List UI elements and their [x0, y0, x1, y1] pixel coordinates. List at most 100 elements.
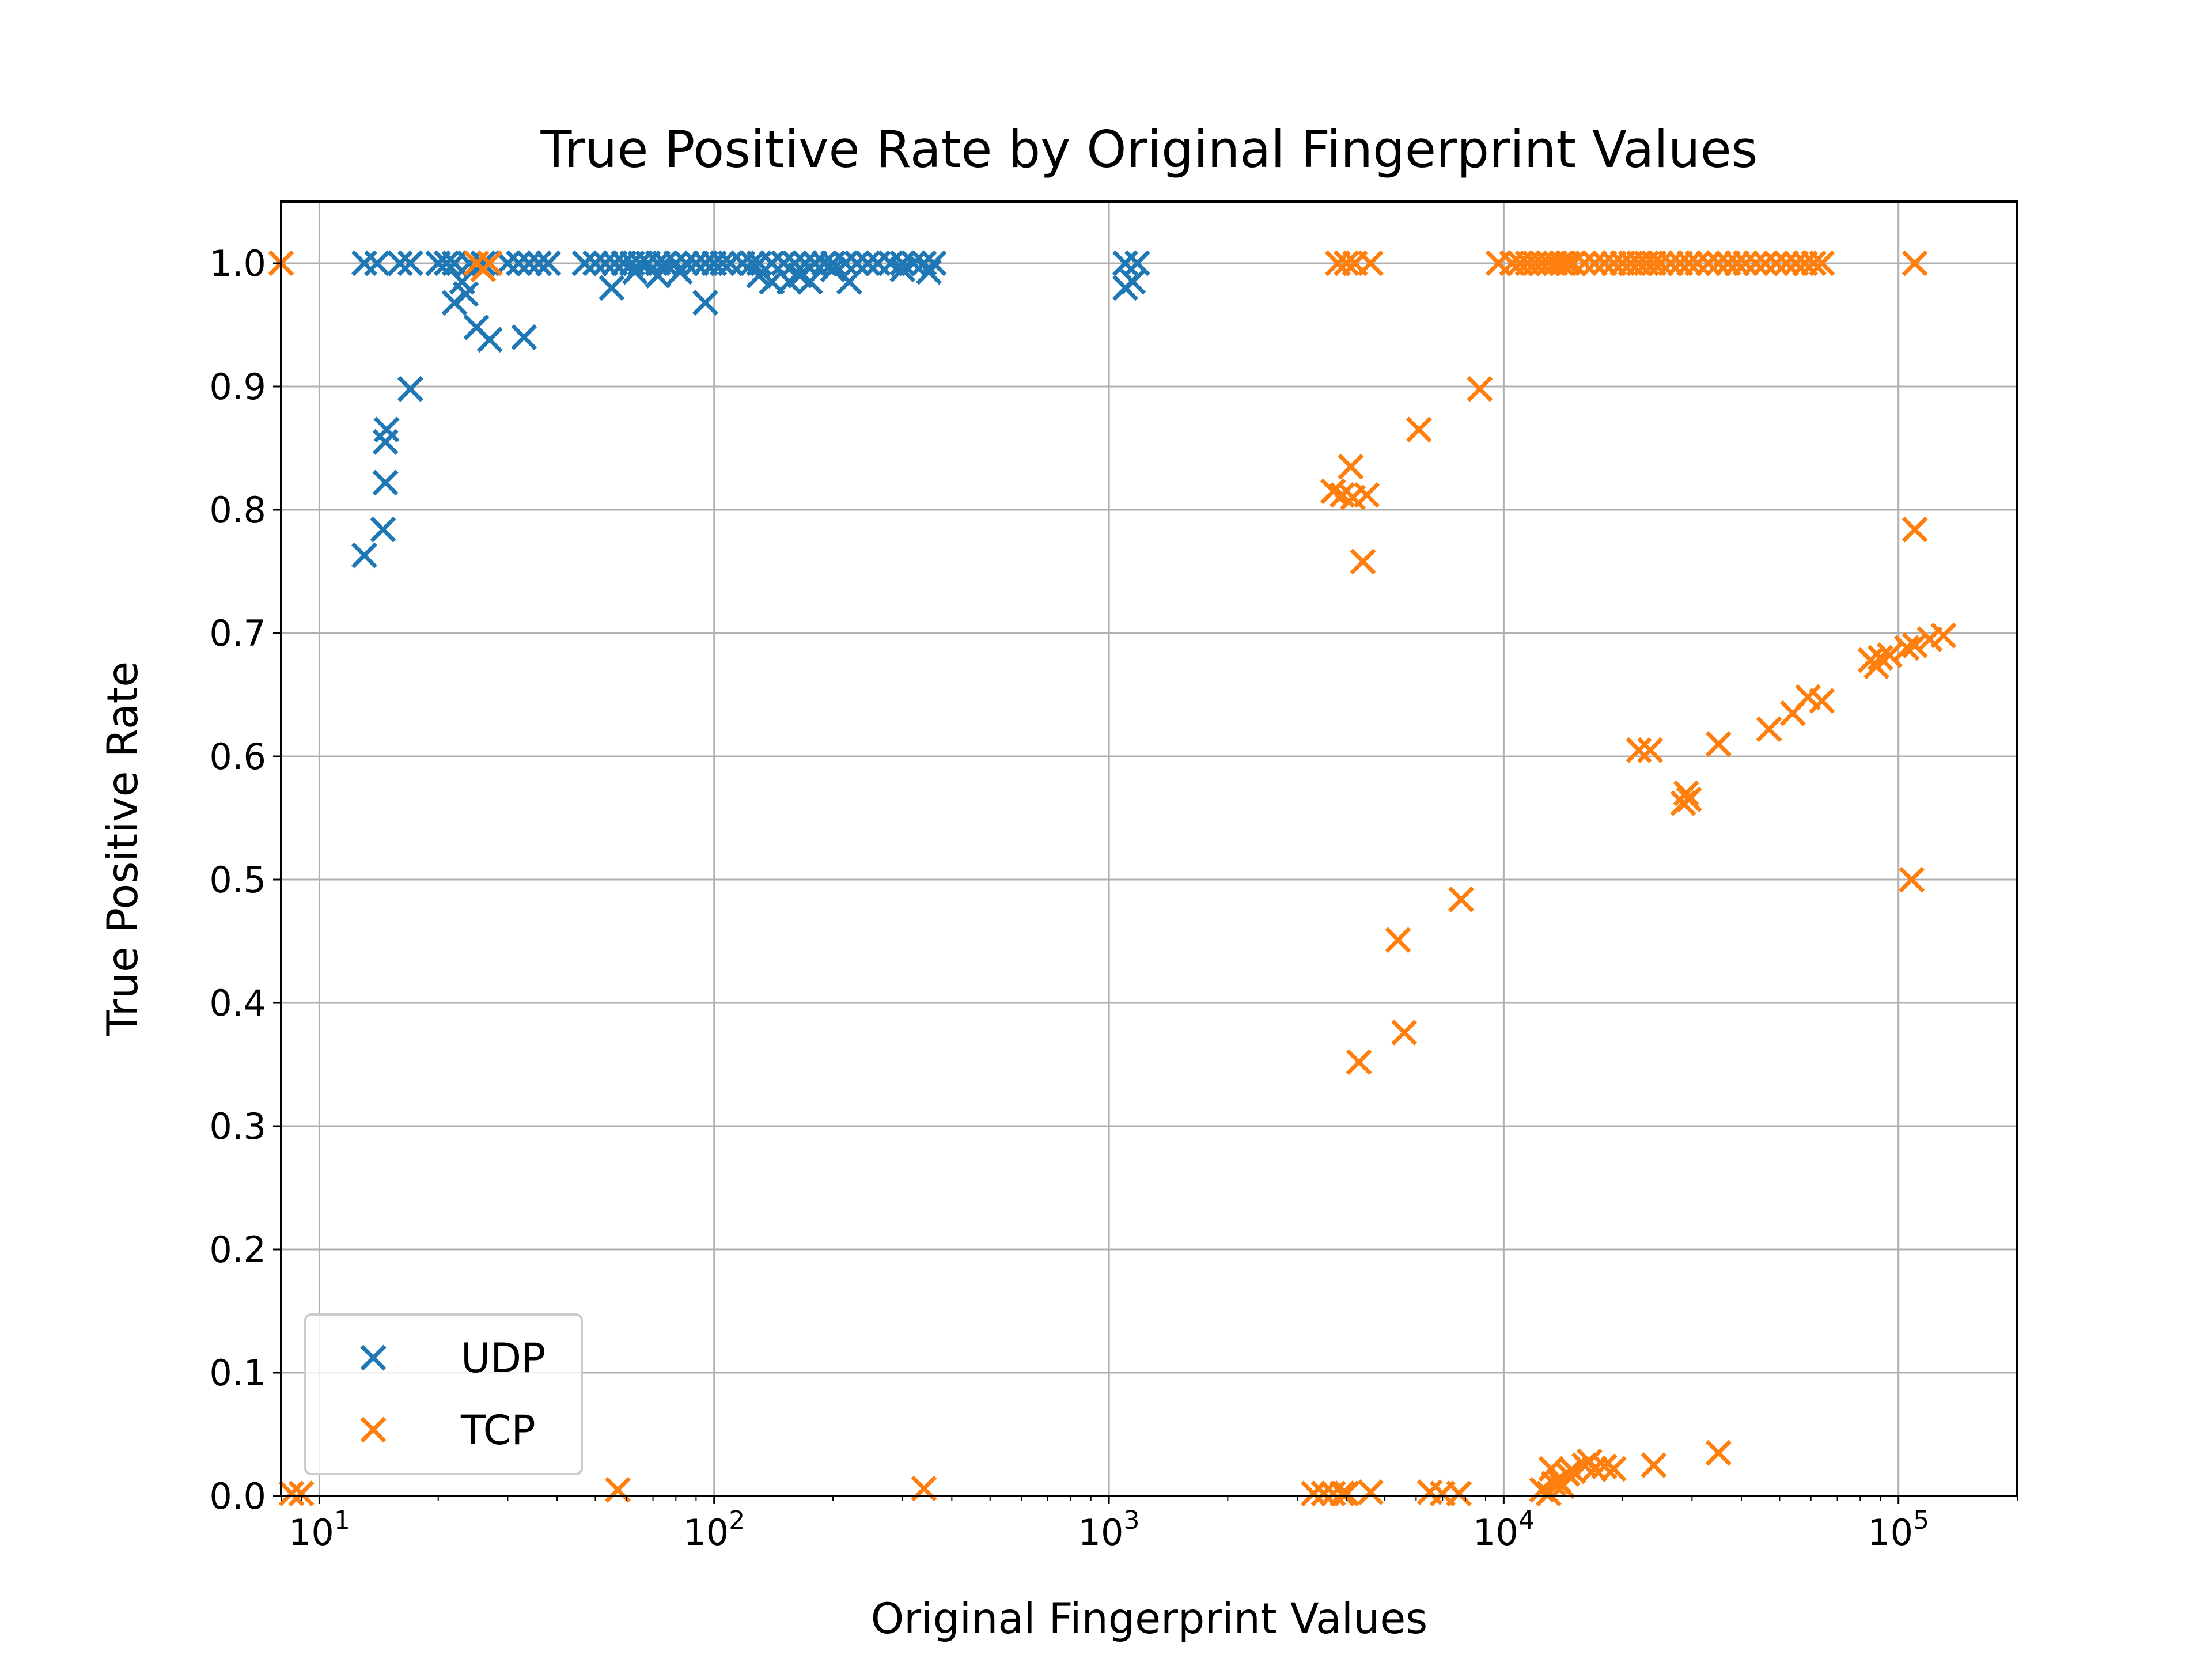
data-point-tcp — [1676, 250, 1702, 276]
data-point-tcp — [1867, 645, 1893, 671]
data-point-udp — [433, 250, 460, 276]
data-point-tcp — [1756, 716, 1782, 743]
data-point-tcp — [1391, 1019, 1418, 1046]
data-point-tcp — [1310, 1480, 1337, 1507]
legend-label-udp: UDP — [461, 1335, 546, 1382]
x-tick-label: 102 — [683, 1506, 745, 1554]
x-axis-label: Original Fingerprint Values — [871, 1594, 1428, 1643]
y-tick-label: 0.0 — [209, 1475, 266, 1517]
y-tick-label: 0.2 — [209, 1229, 266, 1271]
data-point-tcp — [1763, 250, 1789, 276]
data-point-tcp — [1300, 1480, 1327, 1507]
data-point-udp — [709, 250, 736, 276]
plot-frame — [280, 200, 2018, 1497]
data-point-tcp — [1357, 1479, 1384, 1506]
data-point-tcp — [1338, 453, 1364, 480]
data-point-udp — [770, 250, 797, 276]
data-point-tcp — [1637, 737, 1664, 763]
data-point-udp — [582, 250, 608, 276]
data-point-tcp — [1752, 250, 1779, 276]
data-point-udp — [916, 259, 942, 285]
data-point-tcp — [1673, 780, 1699, 806]
data-point-tcp — [1571, 250, 1597, 276]
data-point-udp — [397, 250, 423, 276]
data-point-tcp — [1684, 250, 1711, 276]
data-point-udp — [652, 250, 678, 276]
data-point-udp — [592, 250, 619, 276]
data-point-udp — [370, 516, 396, 543]
data-point-udp — [453, 281, 479, 307]
data-point-tcp — [1647, 250, 1674, 276]
data-point-udp — [1124, 250, 1150, 276]
data-point-tcp — [1930, 622, 1957, 649]
axis-ticks: 0.0 0.1 0.2 0.3 0.4 0.5 0.6 0.7 0.8 0.9 1.0 101 102 1… — [209, 243, 2018, 1554]
data-point-udp — [397, 376, 423, 402]
data-point-tcp — [1448, 886, 1474, 912]
data-point-tcp — [1350, 548, 1376, 575]
data-point-tcp — [1724, 250, 1750, 276]
data-point-tcp — [1902, 632, 1928, 658]
data-point-tcp — [1732, 250, 1759, 276]
data-point-udp — [364, 250, 391, 276]
chart-title: True Positive Rate by Original Fingerpri… — [540, 120, 1758, 179]
data-point-tcp — [1626, 737, 1652, 763]
data-point-tcp — [1809, 688, 1835, 714]
data-point-tcp — [1801, 250, 1827, 276]
legend-marker-tcp — [360, 1416, 387, 1443]
data-point-tcp — [1902, 250, 1928, 276]
data-point-tcp — [1346, 1049, 1372, 1075]
data-point-udp — [889, 256, 916, 283]
data-point-udp — [1112, 250, 1138, 276]
data-point-udp — [836, 268, 862, 295]
data-point-tcp — [1560, 250, 1586, 276]
x-tick-label: 104 — [1473, 1506, 1535, 1554]
data-point-tcp — [1334, 250, 1360, 276]
data-point-tcp — [1676, 786, 1702, 813]
data-point-udp — [667, 259, 694, 285]
y-tick-label: 0.8 — [209, 489, 266, 531]
data-point-udp — [387, 250, 413, 276]
data-point-tcp — [1902, 516, 1928, 543]
y-tick-label: 0.1 — [209, 1352, 266, 1394]
data-point-udp — [516, 250, 543, 276]
data-point-tcp — [1329, 1480, 1355, 1507]
data-point-tcp — [1554, 1461, 1581, 1487]
data-point-tcp — [1899, 866, 1925, 893]
data-point-tcp — [1581, 1456, 1608, 1482]
data-points — [268, 250, 1957, 1507]
x-tick-label: 101 — [289, 1506, 350, 1554]
data-point-udp — [476, 327, 503, 353]
data-point-tcp — [1600, 1456, 1627, 1482]
data-point-tcp — [1657, 250, 1684, 276]
data-point-udp — [746, 262, 772, 289]
y-tick-label: 1.0 — [209, 243, 266, 285]
data-point-tcp — [1357, 250, 1384, 276]
data-point-udp — [645, 262, 671, 289]
x-tick-label: 105 — [1868, 1506, 1929, 1554]
data-point-udp — [889, 250, 916, 276]
data-point-udp — [351, 542, 377, 569]
data-point-tcp — [1334, 1480, 1360, 1507]
data-point-tcp — [1809, 250, 1835, 276]
data-point-tcp — [1705, 731, 1732, 757]
data-point-tcp — [1641, 1452, 1667, 1478]
data-point-udp — [797, 268, 823, 295]
y-tick-label: 0.3 — [209, 1105, 266, 1147]
data-point-tcp — [1467, 376, 1493, 402]
y-tick-label: 0.9 — [209, 366, 266, 408]
y-tick-label: 0.7 — [209, 612, 266, 654]
data-point-tcp — [1743, 250, 1769, 276]
y-tick-label: 0.5 — [209, 859, 266, 901]
data-point-tcp — [1591, 1453, 1618, 1480]
data-point-udp — [470, 250, 497, 276]
data-point-tcp — [288, 1480, 315, 1507]
data-point-tcp — [1446, 1480, 1472, 1507]
data-point-udp — [717, 250, 744, 276]
data-point-udp — [820, 256, 846, 283]
y-axis-label: True Positive Rate — [99, 661, 147, 1036]
data-point-tcp — [1354, 482, 1380, 508]
legend-label-tcp: TCP — [460, 1407, 536, 1454]
series-tcp — [268, 250, 1957, 1507]
data-point-tcp — [1385, 927, 1411, 953]
data-point-tcp — [1893, 635, 1920, 661]
